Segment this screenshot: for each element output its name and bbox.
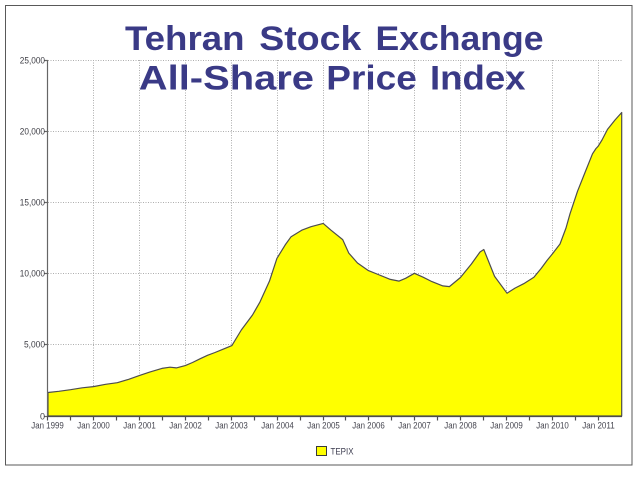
svg-text:Jan 2004: Jan 2004: [261, 420, 294, 431]
svg-text:Jan 2008: Jan 2008: [444, 420, 477, 431]
svg-text:Jan 2001: Jan 2001: [123, 420, 156, 431]
svg-text:Stock: Stock: [259, 20, 361, 58]
svg-text:Index: Index: [430, 60, 526, 98]
svg-text:Tehran: Tehran: [125, 20, 245, 58]
svg-text:5,000: 5,000: [24, 338, 45, 349]
svg-text:Exchange: Exchange: [376, 20, 544, 58]
svg-text:Jan 2011: Jan 2011: [582, 420, 615, 431]
svg-text:0: 0: [40, 410, 45, 421]
svg-text:Jan 2005: Jan 2005: [307, 420, 340, 431]
svg-text:TEPIX: TEPIX: [331, 445, 355, 456]
svg-text:Jan 2002: Jan 2002: [169, 420, 202, 431]
svg-text:Jan 2009: Jan 2009: [490, 420, 523, 431]
svg-text:10,000: 10,000: [20, 267, 45, 278]
svg-text:Jan 2010: Jan 2010: [536, 420, 569, 431]
svg-text:Jan 2000: Jan 2000: [77, 420, 110, 431]
svg-text:Jan 2006: Jan 2006: [352, 420, 385, 431]
svg-text:15,000: 15,000: [20, 196, 45, 207]
svg-text:Price: Price: [326, 60, 417, 98]
svg-text:Jan 2007: Jan 2007: [398, 420, 431, 431]
svg-text:All-Share: All-Share: [139, 60, 314, 98]
svg-text:Jan 1999: Jan 1999: [31, 420, 64, 431]
svg-text:20,000: 20,000: [20, 125, 45, 136]
svg-text:25,000: 25,000: [20, 54, 45, 65]
svg-text:Jan 2003: Jan 2003: [215, 420, 248, 431]
